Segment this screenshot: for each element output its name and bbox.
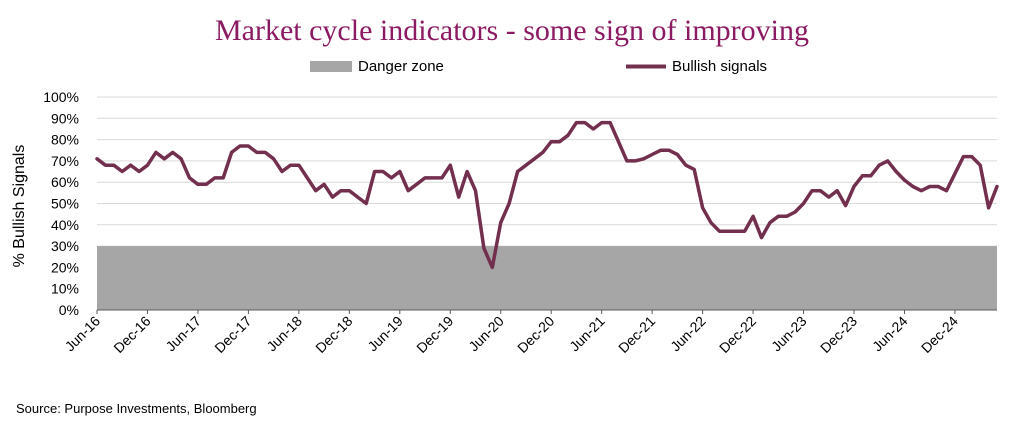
x-tick-label: Jun-16: [62, 313, 104, 355]
x-tick-label: Jun-24: [869, 313, 911, 355]
x-tick-label: Jun-19: [364, 313, 406, 355]
x-axis: Jun-16 Dec-16 Jun-17 Dec-17 Jun-18 Dec-18 Jun-…: [62, 309, 997, 356]
x-tick-label: Jun-23: [768, 313, 810, 355]
y-tick-label: 80%: [51, 132, 79, 148]
legend-bullish-label: Bullish signals: [672, 58, 767, 75]
y-tick-label: 40%: [51, 217, 79, 233]
x-tick-label: Dec-24: [918, 313, 961, 356]
x-tick-label: Dec-22: [716, 313, 759, 356]
y-tick-label: 60%: [51, 174, 79, 190]
x-tick-label: Dec-18: [312, 313, 355, 356]
x-tick-label: Dec-20: [514, 313, 557, 356]
y-tick-label: 20%: [51, 259, 79, 275]
legend: Danger zone Bullish signals: [310, 58, 767, 75]
x-tick-label: Dec-19: [413, 313, 456, 356]
y-tick-label: 90%: [51, 110, 79, 126]
bullish-signals-line: [95, 120, 999, 270]
x-tick-label: Dec-17: [211, 313, 254, 356]
legend-danger-zone-swatch: [310, 61, 352, 72]
chart-title: Market cycle indicators - some sign of i…: [215, 14, 809, 47]
source-note: Source: Purpose Investments, Bloomberg: [16, 401, 257, 416]
y-axis-label: % Bullish Signals: [11, 145, 28, 268]
y-tick-label: 70%: [51, 153, 79, 169]
y-tick-label: 50%: [51, 196, 79, 212]
y-tick-label: 30%: [51, 238, 79, 254]
legend-danger-zone-label: Danger zone: [358, 58, 444, 75]
x-tick-label: Jun-17: [162, 313, 204, 355]
x-tick-label: Dec-23: [817, 313, 860, 356]
danger-zone-area: [97, 246, 997, 310]
x-tick-label: Dec-21: [615, 313, 658, 356]
y-tick-label: 10%: [51, 281, 79, 297]
x-tick-label: Jun-18: [263, 313, 305, 355]
x-tick-label: Jun-21: [566, 313, 608, 355]
y-axis-ticks: 0% 10% 20% 30% 40% 50% 60% 70% 80% 90% 100%: [43, 89, 79, 318]
y-tick-label: 0%: [59, 302, 79, 318]
x-tick-label: Dec-16: [110, 313, 153, 356]
x-tick-label: Jun-22: [667, 313, 709, 355]
y-tick-label: 100%: [43, 89, 79, 105]
x-tick-label: Jun-20: [465, 313, 507, 355]
